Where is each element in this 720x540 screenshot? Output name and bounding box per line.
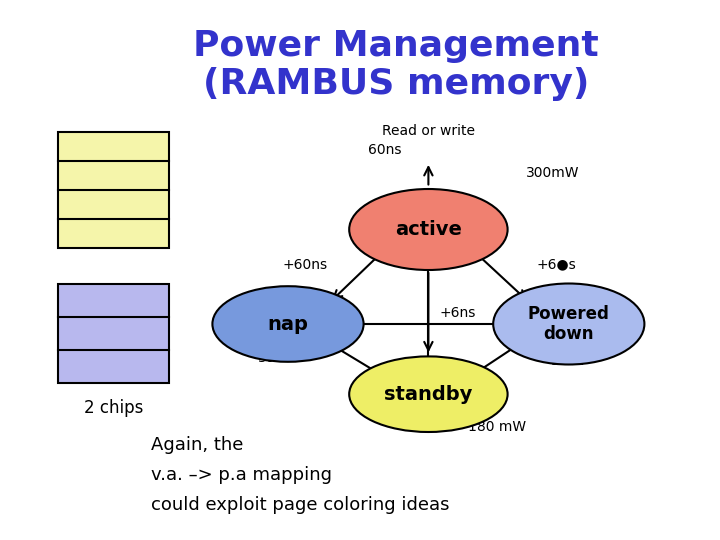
Text: nap: nap <box>268 314 308 334</box>
Ellipse shape <box>349 356 508 432</box>
Text: +6ns: +6ns <box>439 306 476 320</box>
Text: (RAMBUS memory): (RAMBUS memory) <box>203 67 589 100</box>
Text: 3mW: 3mW <box>551 354 587 368</box>
Text: could exploit page coloring ideas: could exploit page coloring ideas <box>151 496 450 514</box>
Text: Powered
down: Powered down <box>528 305 610 343</box>
Text: 30mW: 30mW <box>258 351 303 365</box>
Text: active: active <box>395 220 462 239</box>
Text: 180 mW: 180 mW <box>468 420 526 434</box>
Text: 60ns: 60ns <box>369 143 402 157</box>
Text: standby: standby <box>384 384 472 404</box>
FancyBboxPatch shape <box>58 132 169 248</box>
Ellipse shape <box>493 284 644 364</box>
Text: Power Management: Power Management <box>193 29 599 63</box>
FancyBboxPatch shape <box>58 284 169 383</box>
Text: +60ns: +60ns <box>282 258 328 272</box>
Ellipse shape <box>212 286 364 362</box>
Ellipse shape <box>349 189 508 270</box>
Text: Read or write: Read or write <box>382 124 475 138</box>
Text: 2 chips: 2 chips <box>84 399 143 417</box>
Text: v.a. –> p.a mapping: v.a. –> p.a mapping <box>151 466 332 484</box>
Text: +6●s: +6●s <box>536 258 576 272</box>
Text: Again, the: Again, the <box>151 436 243 455</box>
Text: 300mW: 300mW <box>526 166 579 180</box>
